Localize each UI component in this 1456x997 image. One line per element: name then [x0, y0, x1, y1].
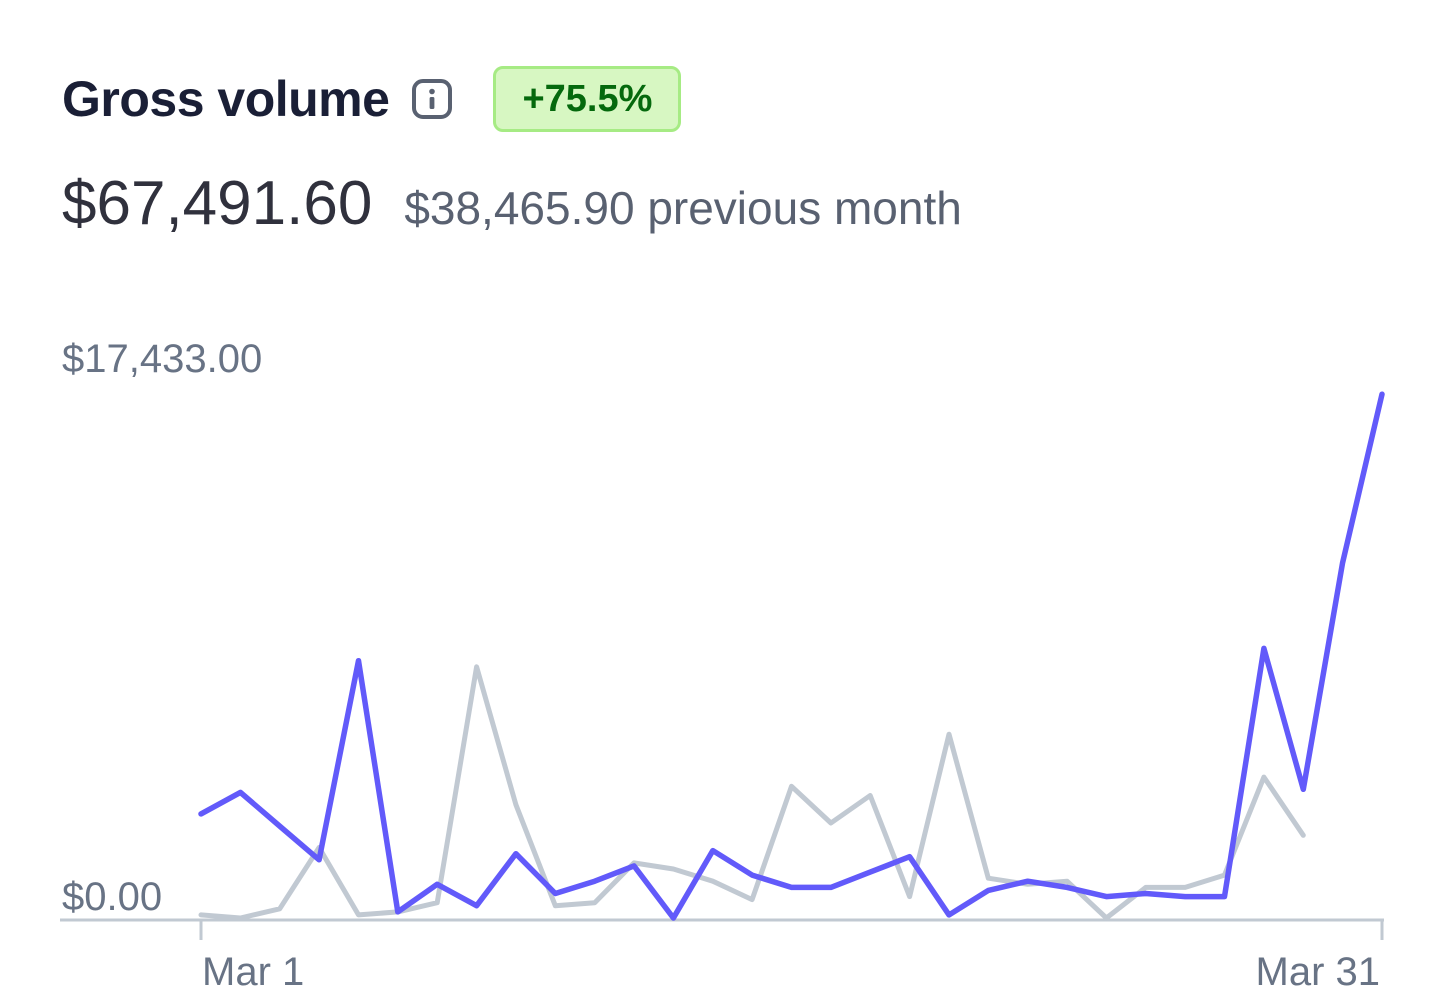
- chart-title: Gross volume: [62, 71, 390, 127]
- y-tick-label-min: $0.00: [62, 875, 162, 919]
- chart-header: Gross volume +75.5%: [62, 66, 682, 132]
- current-amount: $67,491.60: [62, 169, 373, 238]
- series-layer: [198, 391, 1385, 921]
- info-icon[interactable]: [411, 78, 453, 120]
- change-badge: +75.5%: [493, 66, 682, 132]
- summary: $67,491.60 $38,465.90 previous month: [62, 168, 962, 239]
- series-line-current: [198, 391, 1385, 921]
- previous-amount: $38,465.90 previous month: [404, 182, 962, 234]
- series-line-previous: [198, 664, 1306, 921]
- x-tick-label-start: Mar 1: [202, 950, 304, 994]
- y-tick-label-max: $17,433.00: [62, 337, 262, 381]
- x-tick-label-end: Mar 31: [1256, 950, 1381, 994]
